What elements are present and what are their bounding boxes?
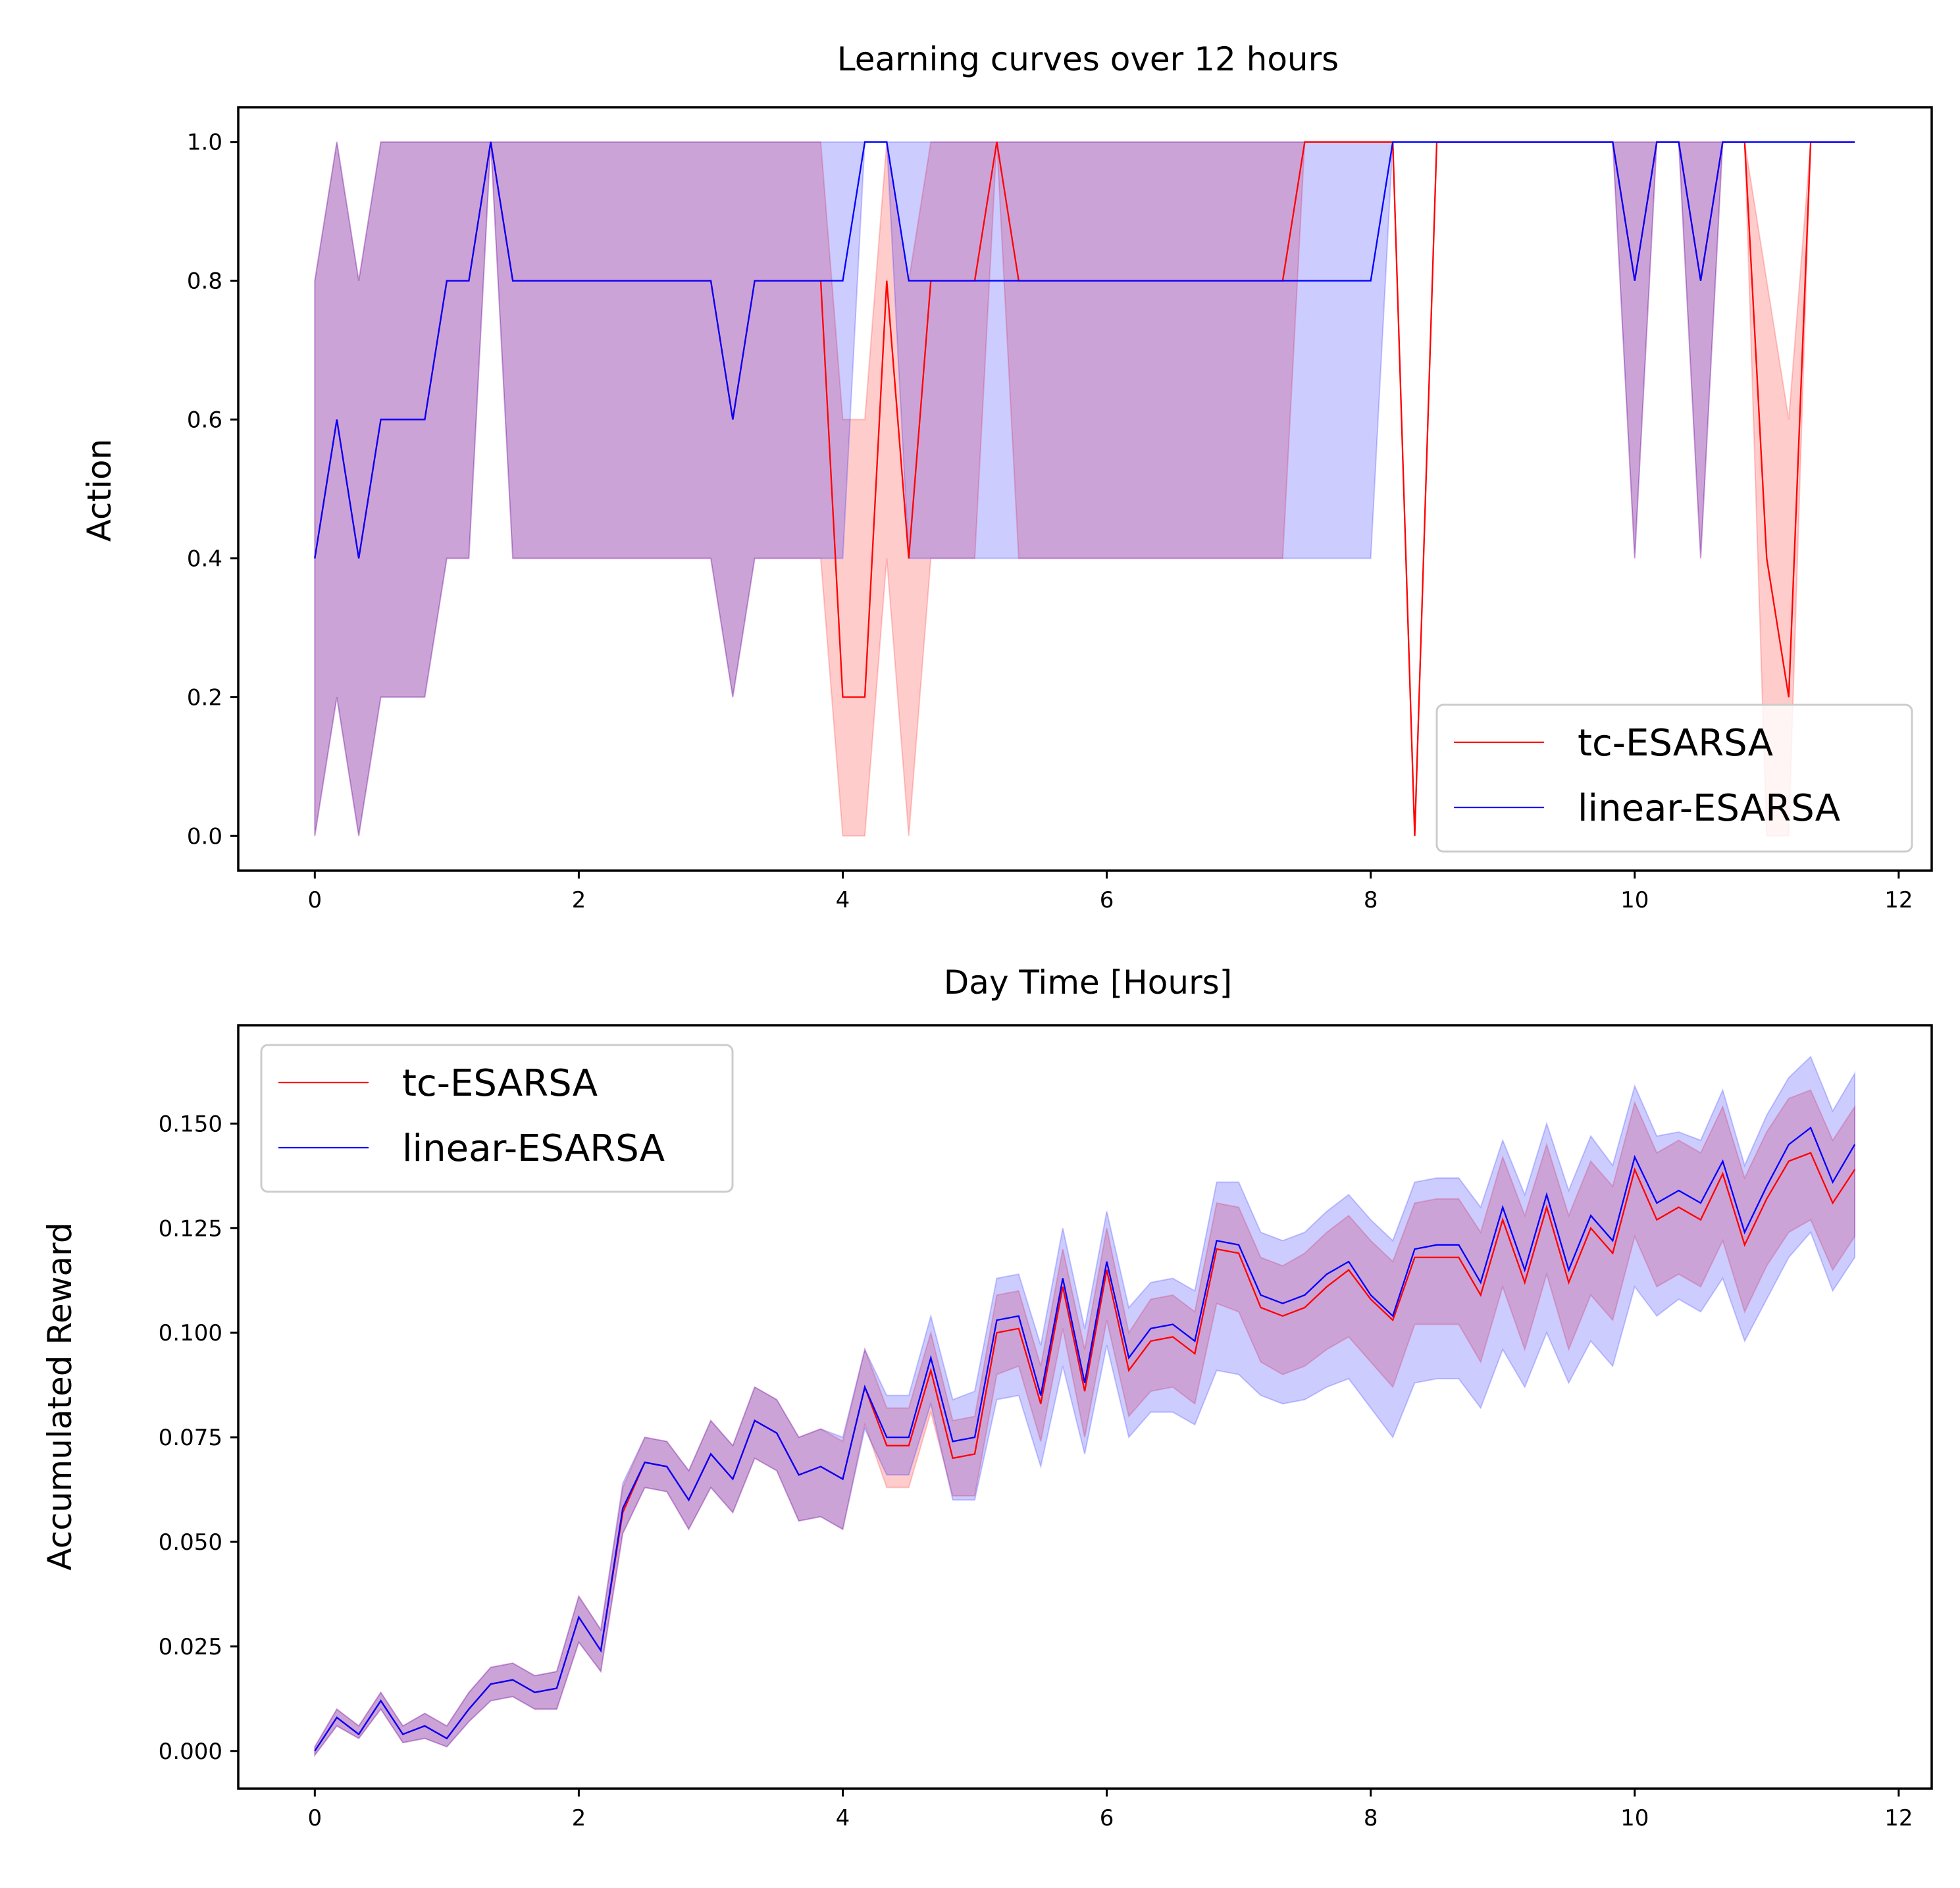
x-tick-label: 6 (1100, 887, 1114, 913)
reward-subplot: Accumulated Reward 0 2 4 6 8 10 12 0.0000.0250… (41, 1024, 1933, 1831)
x-axis-label: Day Time [Hours] (944, 963, 1232, 1002)
y-axis-label: Action (80, 439, 118, 542)
x-tick-label: 10 (1620, 1805, 1649, 1831)
legend-label: linear-ESARSA (1578, 787, 1840, 830)
x-tick-label: 0 (307, 1805, 322, 1831)
legend-box (260, 1044, 734, 1193)
x-tick-label: 12 (1884, 1805, 1913, 1831)
chart-title: Learning curves over 12 hours (837, 40, 1339, 78)
series-band-1 (314, 1055, 1856, 1758)
x-tick-label: 10 (1620, 887, 1649, 913)
y-tick-label: 1.0 (187, 130, 222, 156)
x-tick-label: 4 (836, 1805, 850, 1831)
y-ticks: 0.000 0.025 0.050 0.075 0.100 0.125 0.150 (159, 1111, 238, 1765)
y-tick-label: 0.025 (159, 1634, 222, 1660)
y-tick-label: 0.0 (187, 823, 222, 850)
x-tick-label: 2 (572, 1805, 586, 1831)
legend-label: tc-ESARSA (402, 1062, 598, 1105)
legend-label: linear-ESARSA (402, 1127, 665, 1170)
legend: tc-ESARSA linear-ESARSA (1435, 703, 1913, 853)
y-tick-label: 0.4 (187, 546, 222, 572)
series-line-1 (314, 1126, 1856, 1752)
x-tick-label: 2 (572, 887, 586, 913)
y-tick-label: 0.8 (187, 268, 222, 295)
legend-box (1435, 703, 1913, 853)
series-band-0 (314, 1089, 1856, 1758)
y-tick-label: 0.075 (159, 1425, 222, 1451)
axes-frame (237, 106, 1933, 872)
plot-area (314, 141, 1855, 837)
y-tick-label: 0.6 (187, 407, 222, 434)
y-tick-label: 0.150 (159, 1111, 222, 1137)
y-tick-label: 0.125 (159, 1215, 222, 1242)
x-tick-label: 12 (1884, 887, 1913, 913)
y-tick-label: 0.000 (159, 1739, 222, 1765)
legend: tc-ESARSA linear-ESARSA (260, 1044, 734, 1193)
plot-area (314, 1055, 1856, 1758)
legend-label: tc-ESARSA (1578, 722, 1773, 765)
y-tick-label: 0.2 (187, 684, 222, 711)
y-ticks: 0.0 0.2 0.4 0.6 0.8 1.0 (187, 130, 238, 850)
x-ticks: 0 2 4 6 8 10 12 (307, 1789, 1913, 1831)
series-line-1 (314, 141, 1855, 559)
x-tick-label: 8 (1364, 887, 1378, 913)
y-tick-label: 0.100 (159, 1320, 222, 1346)
axes-frame (237, 1024, 1933, 1790)
action-subplot: Learning curves over 12 hours Action Day… (80, 40, 1933, 1002)
x-tick-label: 0 (307, 887, 322, 913)
x-tick-label: 6 (1100, 1805, 1114, 1831)
x-ticks: 0 2 4 6 8 10 12 (307, 871, 1913, 913)
x-tick-label: 8 (1364, 1805, 1378, 1831)
y-axis-label: Accumulated Reward (41, 1222, 79, 1570)
x-tick-label: 4 (836, 887, 850, 913)
y-tick-label: 0.050 (159, 1529, 222, 1556)
